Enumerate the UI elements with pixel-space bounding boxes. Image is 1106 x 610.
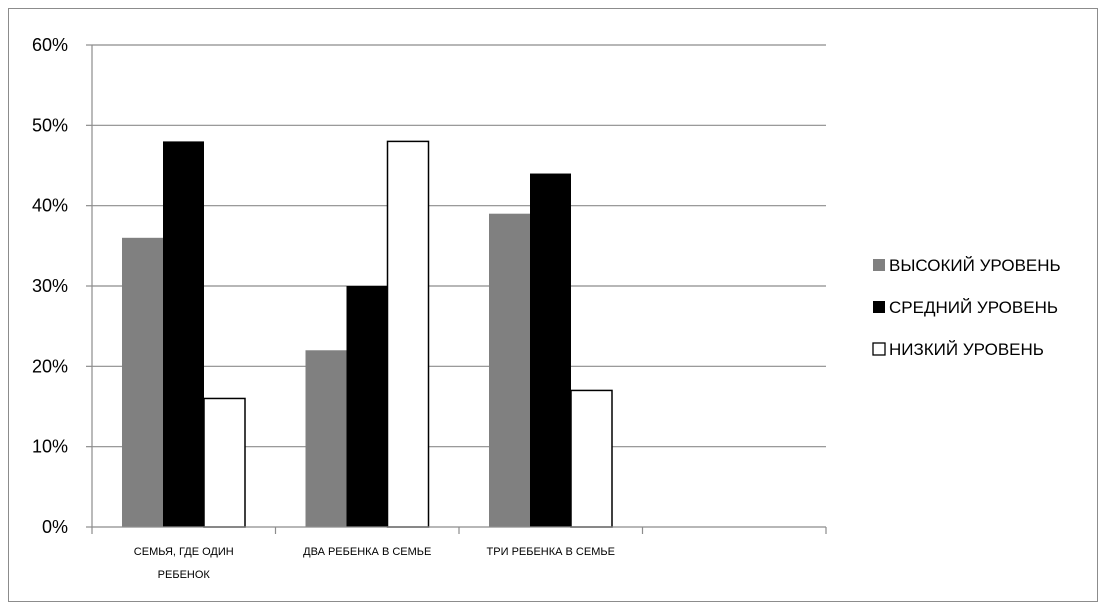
y-tick-label: 40% bbox=[32, 196, 68, 216]
bar bbox=[386, 140, 430, 528]
x-category-label: СЕМЬЯ, ГДЕ ОДИН bbox=[134, 546, 234, 558]
legend-swatch bbox=[873, 259, 885, 271]
bar bbox=[122, 237, 163, 528]
bar bbox=[346, 286, 388, 527]
legend-label: ВЫСОКИЙ УРОВЕНЬ bbox=[889, 256, 1061, 275]
bar bbox=[305, 350, 347, 527]
x-category-labels: СЕМЬЯ, ГДЕ ОДИН РЕБЕНОК ДВА РЕБЕНКА В СЕМЬ… bbox=[134, 546, 615, 581]
legend-swatch bbox=[872, 342, 886, 356]
bars bbox=[122, 140, 613, 528]
y-tick-label: 60% bbox=[32, 35, 68, 55]
x-category-label: РЕБЕНОК bbox=[158, 569, 211, 581]
y-tick-label: 50% bbox=[32, 115, 68, 135]
legend-label: НИЗКИЙ УРОВЕНЬ bbox=[889, 340, 1044, 359]
legend-label: СРЕДНИЙ УРОВЕНЬ bbox=[889, 298, 1058, 317]
legend: ВЫСОКИЙ УРОВЕНЬ СРЕДНИЙ УРОВЕНЬ НИЗКИЙ УРО… bbox=[872, 256, 1061, 359]
x-category-label: ДВА РЕБЕНКА В СЕМЬЕ bbox=[303, 546, 431, 558]
x-category-label: ТРИ РЕБЕНКА В СЕМЬЕ bbox=[487, 546, 615, 558]
legend-swatch bbox=[873, 301, 885, 313]
y-tick-label: 30% bbox=[32, 276, 68, 296]
bar bbox=[570, 389, 613, 528]
bar bbox=[530, 173, 571, 528]
bar bbox=[163, 141, 204, 527]
axes bbox=[86, 44, 827, 534]
y-tick-label: 20% bbox=[32, 356, 68, 376]
y-tick-label: 0% bbox=[42, 517, 68, 537]
y-tick-label: 10% bbox=[32, 437, 68, 457]
bar bbox=[489, 213, 530, 527]
y-tick-labels: 0% 10% 20% 30% 40% 50% 60% bbox=[32, 35, 68, 537]
bar bbox=[203, 397, 246, 528]
